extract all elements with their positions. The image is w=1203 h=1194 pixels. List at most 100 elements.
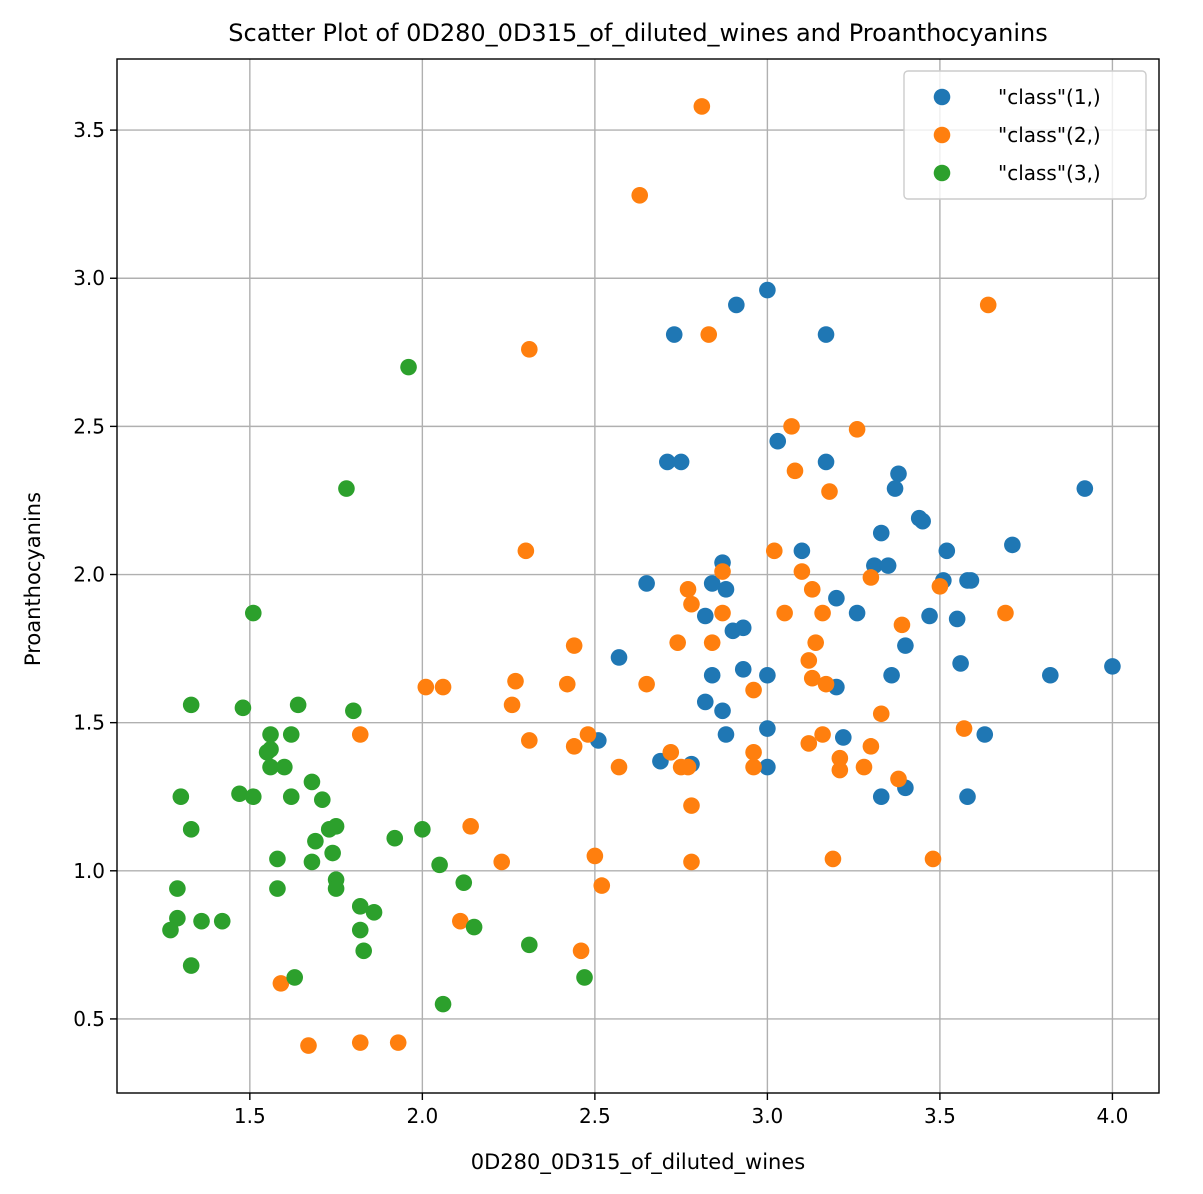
- y-tick-label: 3.5: [73, 118, 105, 142]
- data-point-series-1: [921, 607, 938, 625]
- data-point-series-2: [493, 853, 511, 871]
- data-point-series-1: [962, 572, 980, 589]
- data-point-series-1: [638, 575, 655, 592]
- data-point-series-3: [244, 604, 262, 622]
- data-point-series-1: [703, 666, 721, 684]
- data-point-series-3: [289, 696, 307, 714]
- data-point-series-2: [890, 770, 907, 788]
- data-point-series-3: [327, 818, 345, 835]
- data-point-series-2: [814, 726, 831, 743]
- data-point-series-2: [417, 678, 435, 696]
- x-tick-label: 2.0: [406, 1104, 438, 1128]
- data-point-series-3: [182, 696, 200, 714]
- data-point-series-2: [662, 743, 680, 761]
- data-point-series-1: [879, 557, 897, 574]
- data-point-series-2: [679, 758, 697, 776]
- data-point-series-2: [565, 738, 583, 755]
- data-point-series-2: [683, 595, 700, 613]
- legend-label-series-1: "class"(1,): [998, 85, 1101, 109]
- data-point-series-3: [386, 829, 404, 847]
- data-point-series-1: [717, 581, 735, 598]
- data-point-series-1: [890, 465, 907, 483]
- data-point-series-1: [665, 326, 683, 343]
- data-point-series-3: [434, 995, 452, 1013]
- data-point-series-2: [765, 542, 783, 560]
- data-point-series-1: [817, 453, 835, 471]
- data-point-series-2: [434, 678, 452, 696]
- data-point-series-3: [231, 785, 248, 803]
- chart-title: Scatter Plot of 0D280_0D315_of_diluted_w…: [228, 19, 1047, 47]
- data-point-series-1: [696, 693, 714, 711]
- data-point-series-2: [807, 634, 824, 651]
- data-point-series-1: [759, 666, 776, 684]
- data-point-series-1: [1042, 666, 1059, 684]
- data-point-series-3: [576, 969, 593, 986]
- data-point-series-1: [872, 524, 890, 542]
- data-point-series-3: [465, 918, 483, 936]
- legend-marker-series-1: [933, 88, 951, 106]
- data-point-series-1: [948, 610, 966, 628]
- data-point-series-1: [897, 637, 914, 654]
- y-tick-label: 1.5: [73, 711, 105, 735]
- grid-lines: [117, 59, 1159, 1093]
- data-point-series-2: [848, 421, 866, 438]
- data-point-series-1: [914, 512, 931, 530]
- data-point-series-1: [952, 655, 969, 672]
- data-point-series-3: [276, 758, 293, 776]
- data-point-series-2: [872, 705, 890, 723]
- y-tick-label: 1.0: [73, 859, 105, 883]
- data-point-series-2: [638, 675, 655, 693]
- data-point-series-2: [683, 853, 700, 871]
- data-point-series-1: [759, 720, 776, 737]
- data-point-series-2: [693, 98, 711, 115]
- data-point-series-2: [700, 326, 718, 343]
- data-point-series-3: [269, 880, 286, 897]
- data-point-series-1: [714, 702, 731, 720]
- data-point-series-2: [714, 563, 731, 580]
- x-tick-label: 3.0: [751, 1104, 783, 1128]
- data-point-series-2: [610, 758, 628, 776]
- data-point-series-2: [793, 563, 811, 580]
- y-tick-label: 0.5: [73, 1007, 105, 1031]
- data-point-series-1: [696, 607, 714, 625]
- data-point-series-2: [351, 1034, 369, 1051]
- data-point-series-2: [683, 797, 700, 814]
- data-point-series-3: [345, 702, 362, 720]
- data-point-series-2: [389, 1034, 407, 1051]
- data-point-series-1: [817, 326, 835, 343]
- x-tick-label: 2.5: [579, 1104, 611, 1128]
- data-point-series-3: [282, 788, 300, 806]
- data-point-series-2: [803, 669, 821, 687]
- data-point-series-1: [734, 619, 752, 637]
- data-point-series-2: [800, 652, 818, 669]
- data-point-series-2: [745, 681, 762, 699]
- data-point-series-3: [169, 880, 186, 897]
- data-point-series-3: [351, 921, 369, 939]
- data-point-series-1: [672, 453, 690, 471]
- data-point-series-1: [959, 788, 976, 806]
- data-point-series-1: [848, 604, 866, 622]
- data-point-series-2: [786, 462, 804, 480]
- data-point-series-1: [793, 542, 811, 560]
- data-point-series-2: [745, 758, 762, 776]
- data-point-series-3: [338, 480, 355, 497]
- data-point-series-2: [831, 749, 849, 767]
- data-point-series-2: [814, 604, 831, 622]
- data-point-series-2: [631, 186, 649, 204]
- data-point-series-2: [997, 604, 1014, 622]
- data-point-series-1: [728, 296, 745, 314]
- data-point-series-2: [855, 758, 873, 776]
- data-point-series-2: [300, 1037, 317, 1054]
- data-point-series-2: [931, 578, 949, 595]
- data-point-series-3: [182, 957, 200, 974]
- data-point-series-2: [586, 847, 604, 865]
- data-point-series-1: [938, 542, 956, 560]
- data-point-series-2: [579, 726, 597, 743]
- data-point-series-2: [800, 735, 818, 752]
- data-point-series-3: [351, 898, 369, 915]
- data-point-series-2: [521, 341, 538, 358]
- data-point-series-1: [1076, 480, 1094, 497]
- data-point-series-3: [262, 741, 279, 758]
- data-point-series-3: [324, 844, 341, 862]
